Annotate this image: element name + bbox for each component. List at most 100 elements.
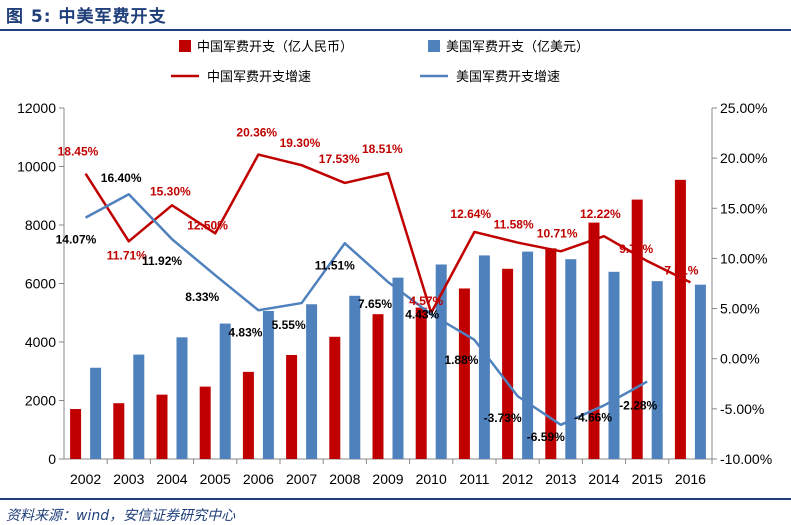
china-bar	[372, 314, 384, 459]
china-growth-data-label: 15.30%	[150, 184, 191, 198]
x-tick-label: 2015	[632, 471, 663, 487]
left-tick-label: 4000	[25, 334, 56, 350]
us-bar	[306, 304, 318, 459]
x-tick-label: 2016	[675, 471, 706, 487]
us-bar	[478, 255, 490, 459]
us-growth-data-label: -3.73%	[484, 411, 522, 425]
left-tick-label: 12000	[17, 100, 56, 116]
us-growth-data-label: -6.59%	[527, 430, 565, 444]
right-tick-label: -5.00%	[720, 401, 764, 417]
right-tick-label: 15.00%	[720, 200, 767, 216]
source-divider	[0, 498, 791, 500]
x-tick-label: 2008	[329, 471, 360, 487]
us-growth-data-label: -2.28%	[619, 399, 657, 413]
figure-title: 图 5: 中美军费开支	[6, 7, 167, 27]
x-tick-label: 2004	[156, 471, 187, 487]
us-growth-data-label: 11.51%	[315, 258, 355, 272]
us-growth-data-label: 7.65%	[358, 297, 392, 311]
us-bar	[219, 323, 231, 459]
right-tick-label: 10.00%	[720, 250, 767, 266]
china-bar	[199, 386, 211, 459]
right-tick-label: 0.00%	[720, 351, 760, 367]
x-tick-label: 2011	[459, 471, 489, 487]
china-growth-data-label: 12.50%	[187, 218, 228, 232]
us-bar	[133, 354, 145, 459]
military-spending-chart: 0 2000 4000 6000 8000 10000 12000 -10.00% -5.00%…	[17, 40, 772, 487]
x-tick-label: 2012	[502, 471, 533, 487]
china-growth-data-label: 20.36%	[236, 126, 277, 140]
legend-china-bar-swatch	[179, 40, 191, 52]
us-bar	[392, 277, 404, 459]
left-tick-label: 10000	[17, 159, 56, 175]
us-bar	[694, 284, 706, 459]
x-tick-label: 2007	[286, 471, 317, 487]
china-bar	[242, 371, 254, 459]
x-tick-label: 2002	[70, 471, 101, 487]
us-growth-data-label: 1.88%	[444, 353, 478, 367]
x-tick-label: 2003	[113, 471, 144, 487]
x-tick-label: 2006	[243, 471, 274, 487]
legend-label: 美国军费开支增速	[456, 70, 560, 85]
china-growth-data-label: 11.71%	[107, 248, 147, 262]
us-bar	[565, 259, 577, 459]
x-tick-label: 2009	[372, 471, 403, 487]
left-tick-label: 0	[48, 451, 56, 467]
china-growth-data-label: 7.61%	[664, 263, 698, 277]
china-growth-line	[84, 153, 691, 315]
us-bar	[262, 310, 274, 459]
us-growth-data-label: 14.07%	[56, 233, 97, 247]
china-growth-data-label: 18.51%	[362, 142, 403, 156]
us-bar	[349, 295, 361, 459]
china-bar	[631, 199, 643, 459]
china-growth-data-label: 4.57%	[409, 294, 443, 308]
us-bar	[176, 337, 188, 459]
us-bar	[651, 281, 663, 459]
china-growth-data-label: 17.53%	[319, 152, 360, 166]
china-growth-data-label: 12.22%	[580, 207, 621, 221]
us-growth-line	[85, 192, 648, 427]
x-tick-label: 2005	[200, 471, 231, 487]
china-bar	[674, 179, 686, 459]
china-growth-data-label: 12.64%	[450, 207, 491, 221]
china-bar	[286, 355, 298, 459]
us-bar	[608, 271, 620, 459]
china-bar	[113, 403, 125, 459]
title-divider	[0, 29, 791, 31]
left-tick-label: 2000	[25, 393, 56, 409]
legend-us-bar-swatch	[428, 40, 440, 52]
x-tick-label: 2013	[545, 471, 576, 487]
legend-label: 中国军费开支（亿人民币）	[197, 40, 353, 55]
china-bar	[502, 268, 514, 459]
us-growth-data-label: 8.33%	[185, 290, 219, 304]
china-bar	[156, 394, 168, 459]
china-bar	[70, 409, 82, 459]
china-bar	[588, 222, 600, 459]
us-growth-data-label: -4.66%	[574, 410, 612, 424]
legend-label: 中国军费开支增速	[207, 70, 311, 85]
us-bar	[90, 367, 102, 459]
us-bar	[522, 251, 534, 459]
x-tick-label: 2014	[588, 471, 619, 487]
china-growth-data-label: 11.58%	[494, 218, 534, 232]
right-tick-label: 5.00%	[720, 301, 760, 317]
right-tick-label: -10.00%	[720, 451, 772, 467]
china-growth-data-label: 10.71%	[537, 226, 578, 240]
right-tick-label: 20.00%	[720, 150, 767, 166]
china-growth-data-label: 9.74%	[619, 242, 653, 256]
china-bar	[329, 336, 341, 459]
china-bar	[545, 248, 557, 459]
china-bar	[415, 307, 427, 459]
right-tick-label: 25.00%	[720, 100, 767, 116]
us-bar	[435, 264, 447, 459]
legend-label: 美国军费开支（亿美元）	[446, 40, 589, 55]
china-growth-data-label: 18.45%	[58, 145, 99, 159]
china-bar	[458, 288, 470, 459]
us-growth-data-label: 4.43%	[405, 307, 439, 321]
x-tick-label: 2010	[416, 471, 447, 487]
china-growth-data-label: 19.30%	[280, 136, 321, 150]
us-growth-data-label: 5.55%	[272, 318, 306, 332]
left-tick-label: 8000	[25, 217, 56, 233]
us-growth-data-label: 4.83%	[228, 325, 262, 339]
us-growth-data-label: 11.92%	[142, 254, 182, 268]
source-note: 资料来源：wind，安信证券研究中心	[6, 508, 236, 524]
